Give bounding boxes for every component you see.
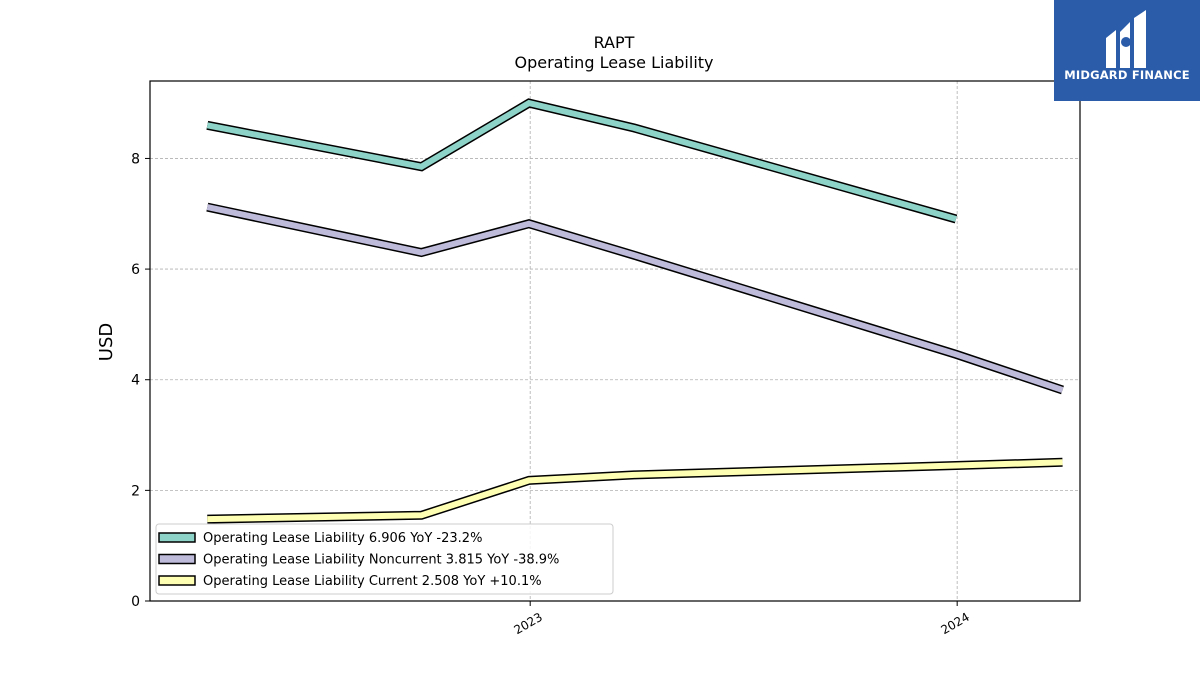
legend-entry: Operating Lease Liability Noncurrent 3.8… [203,553,559,568]
x-axis: 2023 2024 [511,601,972,637]
brand-logo: MIDGARD FINANCE [1054,0,1200,101]
legend-entry: Operating Lease Liability Current 2.508 … [203,574,542,589]
y-tick-label: 4 [131,373,140,389]
series-lines [206,98,1064,524]
x-tick-label: 2023 [511,610,544,637]
chart-subtitle: Operating Lease Liability [514,53,713,72]
y-tick-label: 0 [131,594,140,610]
legend: Operating Lease Liability 6.906 YoY -23.… [155,523,614,595]
legend-entry: Operating Lease Liability 6.906 YoY -23.… [203,531,482,546]
legend-swatch [158,532,196,543]
series-2 [206,202,1064,395]
series-line-outline [206,98,958,224]
y-axis-label: USD [96,323,117,361]
legend-box [155,523,614,595]
series-3 [207,457,1063,524]
y-tick-label: 6 [131,262,140,278]
plot-frame [149,80,1081,602]
y-tick-label: 8 [131,151,140,167]
legend-swatch [158,575,196,586]
legend-swatch [158,553,196,565]
series-line [207,459,1063,523]
logo-text: MIDGARD FINANCE [1064,68,1190,82]
grid-lines [150,81,1080,601]
x-tick-label: 2024 [938,610,971,637]
y-axis: 0 2 4 6 8 [131,151,150,610]
y-tick-label: 2 [131,483,140,499]
series-line [206,99,957,222]
chart-title: RAPT [594,33,635,52]
series-1 [206,98,958,224]
series-line [206,204,1064,393]
logo-mark-icon [1106,10,1146,68]
